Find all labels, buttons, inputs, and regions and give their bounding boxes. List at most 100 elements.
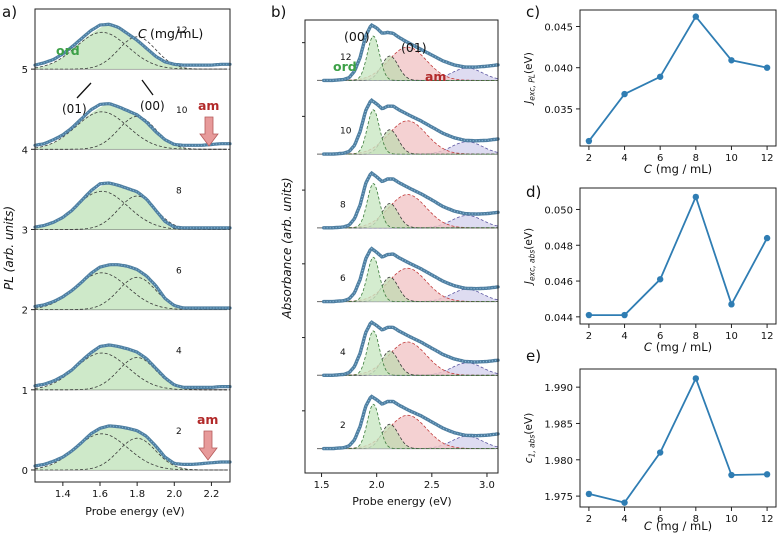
panel-e-xtick-label-5: 12 [761,514,774,525]
panel-a-ord-label: ord [56,43,80,58]
panel-e-ytick-label-0: 1.975 [544,492,573,503]
panel-b-01-label: (01) [401,40,427,55]
panel-b-comp-fill-am-2 [323,415,498,449]
panel-c-ylabel-unit: (eV) [523,52,535,74]
panel-d-xlabel-c: C [644,340,652,354]
panel-a-label: a) [2,3,17,21]
panel-e-ylabel-main: c [523,457,535,463]
panel-a-01-label: (01) [62,102,87,116]
panel-a-fill-8 [35,183,230,230]
panel-a-c-symbol: C [138,26,147,41]
panel-e-point-6 [656,449,664,456]
panel-a-am-label-top: am [198,98,219,113]
panel-d-xtick-label-4: 10 [725,331,738,342]
panel-a-conc-label-2: 2 [176,427,182,437]
panel-e-xtick-label-0: 2 [586,514,592,525]
panel-d-xtick-label-1: 4 [621,331,627,342]
panel-e-point-4 [621,499,628,506]
panel-d-frame [579,187,777,325]
panel-c-xtick-label-2: 6 [657,153,663,164]
panel-d-point-8 [692,193,700,201]
panel-a-ytick-label-1: 1 [22,386,28,397]
panel-b-data-dots-8 [323,172,499,229]
panel-a-fill-12 [35,24,230,70]
panel-d-point-10 [728,301,735,308]
panel-d-ylabel: Jexc, abs(eV) [523,228,537,286]
panel-b-ord-label: ord [333,59,357,74]
panel-e-point-10 [728,471,735,479]
panel-d-xtick-label-3: 8 [693,331,699,342]
panel-b-comp-fit-00-6 [323,256,498,302]
panel-e-line [588,376,768,504]
panel-a-data-4 [33,343,232,389]
panel-d-xlabel-unit: (mg / mL) [656,340,712,354]
panel-a-fill-2 [35,426,230,470]
panel-c-point-2 [585,137,593,145]
panel-a-xtick-label-5: 2.2 [203,489,219,500]
panel-c-label: c) [526,3,540,21]
panel-c-jexc-pl: c) 2 4 6 8 10 12 0.035 0.040 0.045 C (mg / mL) Je… [523,3,777,176]
panel-b-comp-fill-00-12 [323,36,498,81]
panel-b-comp-fit-01-12 [323,55,498,81]
panel-b-comp-fit-00-4 [323,330,498,376]
panel-d-point-2 [585,311,593,319]
panel-a-fit-00-6 [35,276,230,310]
panel-d-xlabel: C (mg / mL) [644,340,712,354]
panel-c-ytick-label-1: 0.040 [544,64,573,75]
panel-d-ylabel-unit: (eV) [523,228,535,250]
panel-c-xtick-label-4: 10 [725,153,738,164]
panel-d-ytick-label-1: 0.046 [544,277,573,288]
panel-d-jexc-abs: d) 2 4 6 8 10 12 0.044 0.046 0.048 0.050 C (mg / m… [523,183,777,354]
panel-d-ylabel-main: J [523,281,535,286]
panel-a-ytick-label-0: 0 [22,466,28,477]
panel-c-ylabel-sub: exc, PL [528,74,537,101]
panel-a-data-8 [33,181,232,230]
panel-b-xtick-label-2: 2.5 [424,480,440,491]
panel-c-xtick-label-3: 8 [693,153,699,164]
panel-a-fill-10 [35,103,230,150]
panel-b-comp-fill-am-8 [323,194,498,228]
panel-b-data-10 [322,98,500,156]
panel-b-ylabel: Absorbance (arb. units) [280,177,294,319]
panel-a-data-2 [33,424,232,468]
panel-a-00-label: (00) [140,99,165,113]
panel-c-line [588,15,768,142]
panel-b-comp-fill-am-6 [323,268,498,302]
panel-b-00-label: (00) [344,29,370,44]
panel-e-xtick-label-1: 4 [621,514,627,525]
panel-c-ylabel-main: J [523,101,535,106]
panel-a-fit-01-10 [34,111,230,150]
panel-d-ytick-label-0: 0.044 [544,313,573,324]
panel-c-xtick-label-0: 2 [586,153,592,164]
panel-c-xtick-label-1: 4 [621,153,627,164]
panel-a-data-6 [33,263,232,310]
panel-a-am-label-bottom: am [197,412,218,427]
panel-e-label: e) [526,347,541,365]
panel-d-xtick-label-2: 6 [657,331,663,342]
panel-c-xtick-label-5: 12 [761,153,774,164]
panel-e-point-2 [585,490,593,498]
panel-b-label: b) [271,3,286,21]
panel-a-xtick-label-2: 1.6 [92,489,108,500]
panel-a-fill-6 [35,264,230,310]
panel-a-ytick-label-2: 2 [22,306,28,317]
panel-a-00-pointer [141,79,154,96]
panel-d-ytick-label-3: 0.050 [544,205,573,216]
panel-a-fit-00-4 [35,357,230,391]
panel-b-comp-fit-00-2 [323,403,498,449]
panel-a-xlabel: Probe energy (eV) [85,505,184,518]
panel-e-xtick-label-2: 6 [657,514,663,525]
panel-b-data-12 [322,23,500,83]
panel-b-data-dots-4 [323,321,499,376]
panel-d-xtick-label-5: 12 [761,331,774,342]
panel-d-point-6 [656,276,664,283]
panel-b-comp-fit-00-12 [323,35,498,81]
panel-d-line [588,194,768,316]
panel-e-point-8 [692,375,700,382]
panel-c-xlabel-c: C [644,162,652,176]
panel-b-comp-fit-01-2 [323,423,498,449]
panel-e-xlabel-unit: (mg / mL) [656,519,712,533]
panel-b-comp-fit-01-10 [323,129,498,155]
